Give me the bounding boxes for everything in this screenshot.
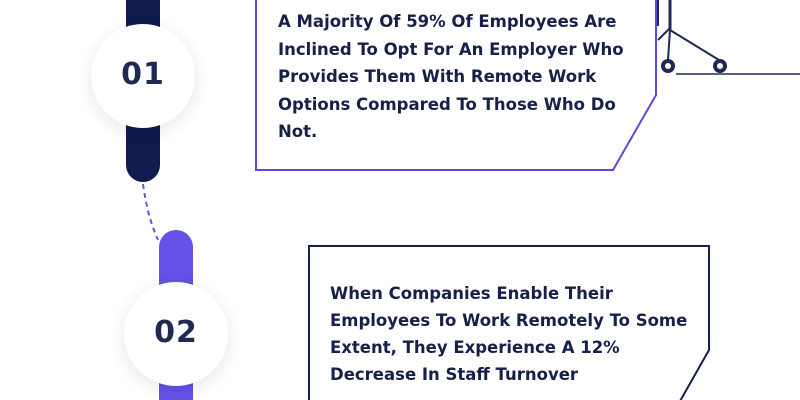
card-text-2: When Companies Enable Their Employees To… bbox=[330, 280, 687, 388]
office-chair-illustration bbox=[657, 0, 800, 75]
step-circle-2 bbox=[124, 282, 228, 386]
card-2-line: Extent, They Experience A 12% bbox=[330, 338, 620, 357]
timeline-connector bbox=[142, 183, 159, 241]
card-1-line: Inclined To Opt For An Employer Who bbox=[278, 39, 624, 59]
step-number-2: 02 bbox=[154, 315, 198, 350]
card-2-line: Employees To Work Remotely To Some bbox=[330, 311, 688, 330]
card-2-line: Decrease In Staff Turnover bbox=[330, 365, 579, 384]
step-circle-1 bbox=[91, 24, 195, 128]
card-1-line: Not. bbox=[278, 122, 318, 141]
card-1-line: Provides Them With Remote Work bbox=[278, 67, 597, 86]
card-text-1: A Majority Of 59% Of Employees Are Incli… bbox=[278, 8, 624, 146]
card-2-line: When Companies Enable Their bbox=[330, 284, 613, 303]
card-1-line: Options Compared To Those Who Do bbox=[278, 94, 616, 114]
card-1-line: A Majority Of 59% Of Employees Are bbox=[278, 12, 617, 31]
step-number-1: 01 bbox=[121, 57, 165, 92]
card-frame-2 bbox=[308, 245, 710, 400]
card-frame-1 bbox=[255, 0, 657, 171]
